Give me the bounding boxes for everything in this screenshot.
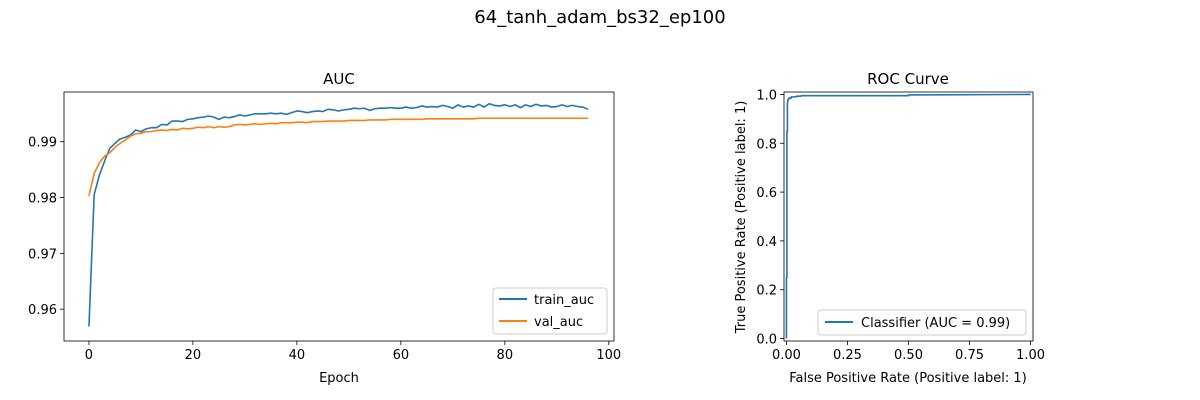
roc-series-line-0: [785, 93, 1031, 339]
auc-y-tick-label: 0.99: [28, 136, 57, 151]
roc-y-tick-label: 0.8: [756, 137, 777, 152]
roc-chart-xlabel: False Positive Rate (Positive label: 1): [789, 371, 1027, 386]
auc-x-tick-label: 60: [393, 348, 410, 363]
auc-x-tick-label: 100: [596, 348, 621, 363]
roc-x-tick-label: 0.50: [894, 348, 923, 363]
roc-legend-label: Classifier (AUC = 0.99): [861, 316, 1010, 331]
roc-x-tick-label: 1.00: [1016, 348, 1045, 363]
roc-y-tick-label: 0.6: [756, 186, 777, 201]
auc-series-line-1: [88, 117, 589, 197]
roc-x-tick-label: 0.25: [833, 348, 862, 363]
roc-y-tick-label: 0.4: [756, 235, 777, 250]
roc-y-tick-label: 0.2: [756, 284, 777, 299]
auc-y-tick-label: 0.96: [28, 303, 57, 318]
roc-legend-box: [817, 309, 1027, 336]
auc-y-tick-label: 0.98: [28, 192, 57, 207]
auc-x-tick-label: 40: [289, 348, 306, 363]
roc-y-tick-label: 1.0: [756, 88, 777, 103]
auc-chart-xlabel: Epoch: [319, 371, 359, 386]
auc-legend-label-train: train_auc: [534, 293, 594, 308]
roc-chart-title: ROC Curve: [867, 70, 949, 88]
roc-plot-frame: [783, 91, 1034, 342]
auc-chart: AUC Epoch 0 20 40 60 80 100 0.960.970.980.99 …: [28, 70, 621, 386]
auc-legend: train_auc val_auc: [492, 287, 608, 335]
auc-series-line-0: [88, 102, 589, 327]
auc-x-tick-label: 80: [497, 348, 514, 363]
roc-y-tick-label: 0.0: [756, 333, 777, 348]
figure-suptitle: 64_tanh_adam_bs32_ep100: [474, 7, 725, 28]
auc-plot-frame: [63, 91, 615, 342]
roc-chart: ROC Curve False Positive Rate (Positive …: [734, 70, 1045, 386]
auc-chart-title: AUC: [323, 70, 355, 88]
roc-x-tick-label: 0.00: [772, 348, 801, 363]
roc-legend: Classifier (AUC = 0.99): [817, 309, 1027, 336]
auc-x-tick-label: 20: [185, 348, 202, 363]
auc-x-tick-label: 0: [85, 348, 93, 363]
auc-legend-label-val: val_auc: [534, 315, 583, 330]
roc-x-tick-label: 0.75: [955, 348, 984, 363]
roc-chart-ylabel: True Positive Rate (Positive label: 1): [734, 101, 749, 335]
auc-y-tick-label: 0.97: [28, 247, 57, 262]
